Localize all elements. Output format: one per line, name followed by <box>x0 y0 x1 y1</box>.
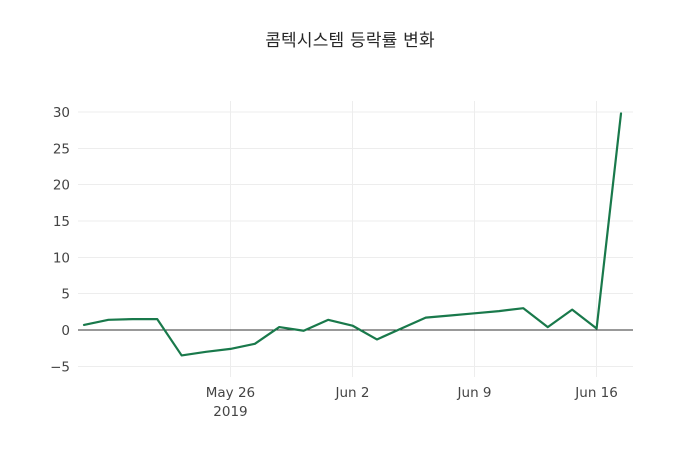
y-axis-tick-label: 25 <box>53 141 70 157</box>
y-axis-tick-label: 30 <box>53 105 70 121</box>
gridlines <box>78 111 633 367</box>
y-axis-tick-label: −5 <box>50 359 70 375</box>
vertical-gridlines <box>229 101 598 378</box>
x-axis-year-label: 2019 <box>213 404 247 420</box>
y-axis-tick-labels: −5 0 5 10 15 20 25 30 <box>50 105 70 375</box>
chart-title: 콤텍시스템 등락률 변화 <box>265 31 435 51</box>
x-axis-tick-label: Jun 16 <box>574 385 618 401</box>
x-axis-tick-labels: May 26 2019 Jun 2 Jun 9 Jun 16 <box>206 385 618 420</box>
data-series <box>82 112 623 357</box>
x-axis-tick-label: Jun 9 <box>457 385 492 401</box>
y-axis-tick-label: 15 <box>53 214 70 230</box>
y-axis-tick-label: 10 <box>53 250 70 266</box>
x-axis-tick-label: May 26 <box>206 385 255 401</box>
y-axis-tick-label: 5 <box>61 287 70 303</box>
series-line <box>82 112 623 357</box>
x-axis-tick-label: Jun 2 <box>335 385 370 401</box>
y-axis-tick-label: 20 <box>53 178 70 194</box>
y-axis-tick-label: 0 <box>61 323 70 339</box>
